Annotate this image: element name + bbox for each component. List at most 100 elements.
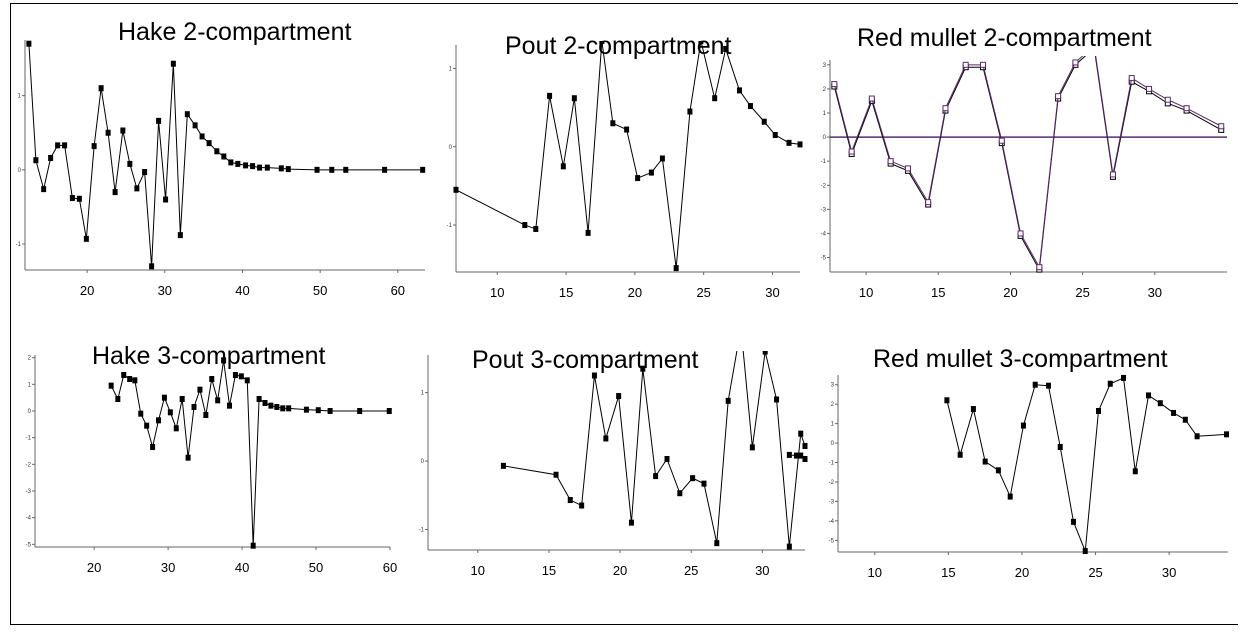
data-point bbox=[500, 462, 506, 469]
data-point bbox=[144, 422, 150, 429]
plot-area bbox=[26, 40, 426, 270]
data-point bbox=[1082, 548, 1088, 555]
data-point bbox=[214, 148, 220, 155]
data-point bbox=[1057, 443, 1063, 450]
y-tick-label: 1 bbox=[449, 66, 453, 72]
data-point bbox=[701, 480, 707, 487]
data-point bbox=[786, 451, 792, 458]
data-point bbox=[41, 186, 47, 193]
data-point bbox=[26, 40, 32, 47]
chart-3: 20 30 40 50 60 -5 -4 -3 -2 -1 0 1 2 bbox=[26, 355, 397, 575]
title-pout-3: Pout 3-compartment bbox=[472, 346, 699, 374]
data-point bbox=[1128, 75, 1135, 82]
data-point bbox=[156, 117, 162, 124]
x-tick-label: 25 bbox=[1088, 565, 1102, 580]
data-point bbox=[105, 129, 111, 136]
y-tick-label: 1 bbox=[421, 391, 425, 397]
series-line bbox=[455, 41, 801, 269]
data-point bbox=[712, 95, 718, 102]
x-tick-label: 10 bbox=[859, 285, 873, 300]
figure-frame bbox=[10, 3, 1238, 625]
data-point bbox=[1045, 382, 1051, 389]
data-point bbox=[1020, 422, 1026, 429]
x-tick-label: 60 bbox=[383, 560, 397, 575]
data-point bbox=[1032, 381, 1038, 388]
y-tick-label: -2 bbox=[821, 183, 827, 189]
data-point bbox=[1036, 264, 1043, 271]
data-point bbox=[1007, 493, 1013, 500]
x-tick-label: 30 bbox=[161, 560, 175, 575]
data-point bbox=[673, 265, 679, 272]
x-tick-label: 20 bbox=[613, 563, 627, 578]
data-point bbox=[725, 397, 731, 404]
data-point bbox=[209, 376, 215, 382]
data-point bbox=[127, 376, 133, 382]
data-point bbox=[314, 166, 320, 173]
data-point bbox=[357, 408, 363, 414]
y-tick-label: 0 bbox=[18, 168, 22, 174]
x-tick-label: 25 bbox=[696, 285, 710, 300]
chart-1: 10 15 20 25 30 -1 0 1 bbox=[447, 41, 803, 300]
data-point bbox=[579, 502, 585, 509]
data-point bbox=[232, 372, 238, 378]
data-point bbox=[547, 92, 553, 99]
y-tick-label: -1 bbox=[821, 159, 827, 165]
x-tick-label: 25 bbox=[1075, 285, 1089, 300]
data-point bbox=[150, 444, 156, 450]
title-hake-3: Hake 3-compartment bbox=[92, 342, 326, 370]
data-point bbox=[91, 143, 97, 150]
series-line bbox=[833, 56, 1222, 269]
x-tick-label: 20 bbox=[628, 285, 642, 300]
chart-2: 10 15 20 25 30 -5 -4 -3 -2 -1 0 1 2 3 bbox=[821, 56, 1227, 300]
y-tick-label: 3 bbox=[831, 383, 835, 389]
data-point bbox=[420, 166, 426, 173]
data-point bbox=[1194, 433, 1200, 440]
data-point bbox=[962, 61, 969, 68]
data-point bbox=[1218, 123, 1225, 130]
series-line bbox=[110, 360, 390, 546]
data-point bbox=[278, 165, 284, 172]
data-point bbox=[1017, 230, 1024, 237]
data-point bbox=[250, 163, 256, 170]
data-point bbox=[1132, 468, 1138, 475]
x-tick-label: 10 bbox=[868, 565, 882, 580]
data-point bbox=[762, 351, 768, 355]
data-point bbox=[55, 142, 61, 149]
data-point bbox=[197, 386, 203, 393]
data-point bbox=[134, 185, 140, 192]
data-point bbox=[256, 396, 262, 402]
data-point bbox=[167, 409, 173, 416]
data-point bbox=[199, 133, 205, 140]
x-tick-label: 15 bbox=[559, 285, 573, 300]
x-tick-label: 20 bbox=[87, 560, 101, 575]
data-point bbox=[640, 365, 646, 372]
data-point bbox=[980, 61, 987, 68]
x-tick-label: 25 bbox=[684, 563, 698, 578]
data-point bbox=[170, 60, 176, 67]
data-point bbox=[998, 137, 1005, 144]
data-point bbox=[1171, 409, 1177, 416]
data-point bbox=[163, 196, 169, 203]
data-point bbox=[121, 372, 127, 378]
data-point bbox=[802, 456, 808, 462]
y-tick-label: 1 bbox=[18, 94, 22, 100]
data-point bbox=[173, 425, 179, 432]
data-point bbox=[179, 396, 185, 402]
data-point bbox=[177, 232, 183, 239]
title-pout-2: Pout 2-compartment bbox=[505, 32, 732, 60]
data-point bbox=[772, 132, 778, 139]
data-point bbox=[83, 235, 89, 242]
data-point bbox=[690, 475, 696, 482]
data-point bbox=[386, 408, 392, 414]
data-point bbox=[127, 160, 133, 167]
data-point bbox=[268, 402, 274, 409]
data-point bbox=[1146, 85, 1153, 92]
data-point bbox=[982, 458, 988, 465]
chart-4: 10 15 20 25 30 -1 0 1 bbox=[419, 351, 808, 578]
data-point bbox=[185, 454, 191, 461]
data-point bbox=[1183, 105, 1190, 112]
data-point bbox=[944, 397, 950, 404]
y-tick-label: -5 bbox=[829, 538, 835, 544]
data-point bbox=[327, 408, 333, 414]
x-tick-label: 40 bbox=[235, 283, 249, 298]
